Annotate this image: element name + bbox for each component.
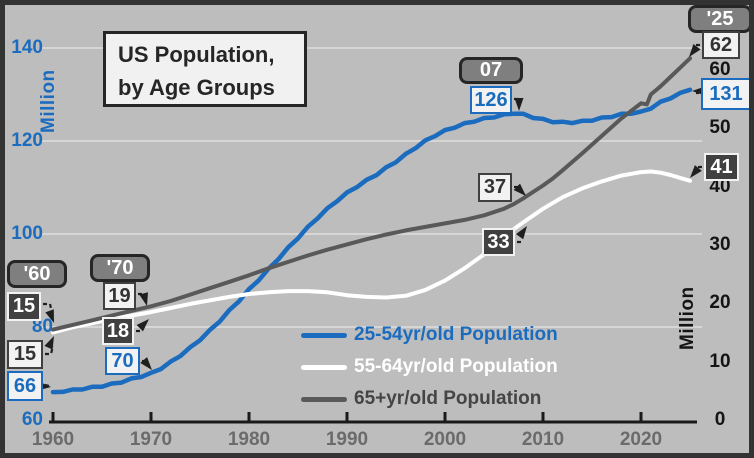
callout-arrowhead — [140, 357, 152, 370]
callout-value-v60_5564: 15 — [7, 292, 41, 321]
callout-arrowhead — [139, 292, 148, 306]
left-axis-unit-label: Million — [38, 69, 59, 133]
legend-label: 25-54yr/old Population — [354, 324, 558, 345]
callout-year-y07: 07 — [459, 57, 523, 84]
legend-label: 65+yr/old Population — [354, 388, 542, 409]
callout-value-v70_2554: 70 — [105, 347, 140, 375]
left-axis-tick-label: 60 — [21, 409, 43, 430]
x-axis-tick-label: 2010 — [521, 429, 565, 450]
legend-item-p5564: 55-64yr/old Population — [301, 351, 558, 383]
callout-value-v70_5564: 18 — [102, 317, 134, 345]
legend-item-p65: 65+yr/old Population — [301, 383, 558, 415]
callout-year-y60: '60 — [7, 260, 67, 288]
callout-year-y70: '70 — [90, 254, 150, 282]
legend-line-swatch — [301, 364, 347, 370]
right-axis-tick-label: 60 — [709, 59, 731, 80]
x-axis-tick-label: 2000 — [423, 429, 467, 450]
series-line-2 — [51, 169, 692, 335]
callout-arrowhead — [514, 98, 524, 111]
callout-value-v07_65: 37 — [478, 173, 512, 202]
callout-value-v60_2554: 66 — [7, 371, 43, 401]
chart-title-line2: by Age Groups — [118, 75, 275, 100]
callout-value-v07_2554: 126 — [470, 86, 512, 114]
legend-label: 55-64yr/old Population — [354, 356, 558, 377]
x-axis-tick-label: 2020 — [619, 429, 663, 450]
callout-arrowhead — [515, 226, 527, 240]
right-axis-unit-label: Million — [677, 286, 698, 350]
callout-connector — [43, 302, 54, 314]
left-axis-tick-label: 120 — [11, 130, 43, 151]
callout-arrowhead — [689, 43, 701, 57]
callout-arrowhead — [136, 319, 149, 332]
right-axis-tick-label: 0 — [714, 409, 726, 430]
right-axis-tick-label: 50 — [709, 117, 731, 139]
left-axis-tick-label: 140 — [11, 37, 43, 58]
x-axis-tick-label: 1980 — [227, 429, 271, 450]
callout-value-v25_2554: 131 — [701, 78, 749, 110]
left-axis-tick-label: 80 — [31, 316, 53, 337]
legend: 25-54yr/old Population 55-64yr/old Popula… — [301, 319, 558, 415]
chart-title-line1: US Population, — [118, 42, 275, 67]
callout-value-v25_5564: 41 — [704, 153, 739, 181]
x-axis-tick-label: 1990 — [325, 429, 369, 450]
left-axis-tick-label: 100 — [11, 223, 43, 244]
callout-arrowhead — [513, 183, 526, 196]
chart-title: US Population, by Age Groups — [103, 31, 307, 107]
x-axis-tick-label: 1960 — [31, 429, 75, 450]
series-line-3 — [51, 56, 692, 332]
x-axis-tick-label: 1970 — [129, 429, 173, 450]
callout-value-v07_5564: 33 — [482, 228, 515, 256]
callout-value-v60_65: 15 — [7, 340, 43, 369]
legend-line-swatch — [301, 396, 347, 402]
plot-canvas — [37, 43, 705, 424]
callout-arrowhead — [44, 336, 54, 350]
callout-value-v70_65: 19 — [103, 282, 136, 310]
callout-year-y25: '25 — [688, 5, 749, 33]
callout-connector — [45, 345, 55, 356]
right-axis-tick-label: 20 — [709, 292, 731, 314]
callout-arrowhead — [45, 309, 54, 323]
callout-value-v25_65: 62 — [702, 31, 740, 59]
legend-line-swatch — [301, 332, 347, 338]
callout-arrowhead — [690, 165, 702, 178]
series-line-1 — [50, 87, 693, 395]
right-axis-tick-label: 10 — [709, 350, 731, 372]
legend-item-p2554: 25-54yr/old Population — [301, 319, 558, 351]
right-axis-tick-label: 30 — [709, 234, 731, 255]
